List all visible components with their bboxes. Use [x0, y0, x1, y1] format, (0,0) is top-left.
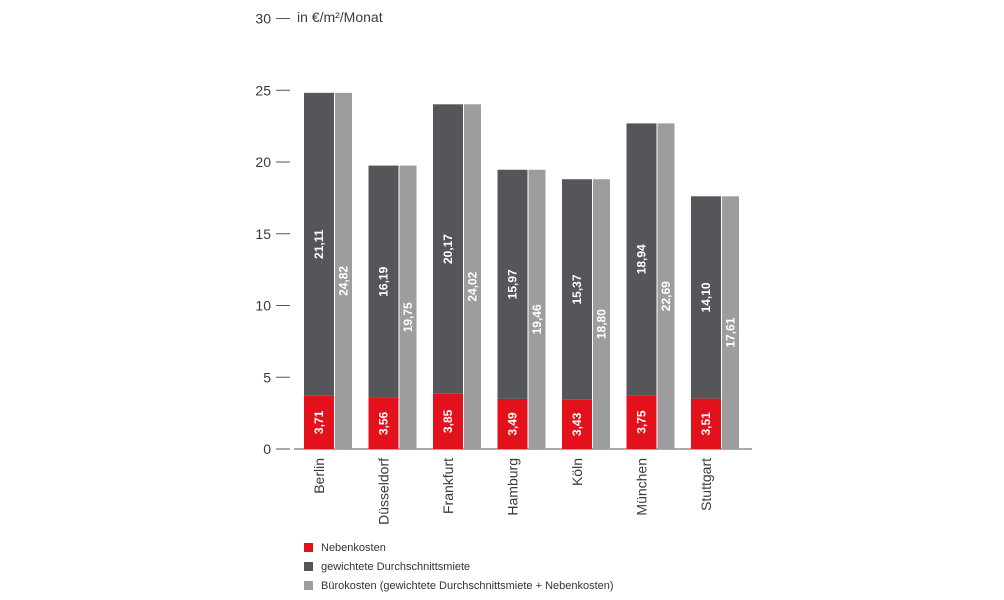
- x-category-label: München: [634, 458, 650, 516]
- bar-durchschnittsmiete: [562, 179, 592, 400]
- bar-nebenkosten: [691, 398, 721, 449]
- legend-swatch-nebenkosten: [304, 543, 313, 552]
- data-label-durchschnittsmiete: 20,17: [441, 234, 455, 264]
- bar-nebenkosten: [304, 395, 334, 449]
- data-label-nebenkosten: 3,71: [312, 410, 326, 434]
- data-label-durchschnittsmiete: 21,11: [312, 229, 326, 259]
- data-label-buerokosten: 24,02: [466, 271, 480, 301]
- bar-buerokosten: [722, 196, 739, 449]
- data-label-nebenkosten: 3,51: [699, 412, 713, 436]
- data-label-buerokosten: 18,80: [595, 309, 609, 339]
- y-tick-label: 0: [263, 441, 271, 457]
- data-label-buerokosten: 17,61: [724, 317, 738, 347]
- data-label-nebenkosten: 3,75: [635, 410, 649, 434]
- bar-buerokosten: [464, 104, 481, 450]
- x-category-label: Frankfurt: [440, 458, 456, 514]
- bar-buerokosten: [657, 123, 675, 449]
- y-tick-label: 20: [255, 154, 271, 170]
- bar-durchschnittsmiete: [626, 123, 657, 396]
- bar-durchschnittsmiete: [691, 196, 721, 399]
- y-tick-label: 15: [255, 226, 271, 242]
- y-axis-unit-label: in €/m²/Monat: [297, 9, 383, 25]
- y-tick-label: 5: [263, 369, 271, 385]
- legend-label-nebenkosten: Nebenkosten: [321, 541, 386, 554]
- y-tick-label: 30: [255, 11, 271, 27]
- bar-buerokosten: [528, 169, 546, 449]
- bar-nebenkosten: [497, 398, 528, 449]
- x-category-label: Stuttgart: [698, 458, 714, 511]
- bar-buerokosten: [399, 165, 417, 449]
- bar-nebenkosten: [626, 395, 657, 449]
- data-label-nebenkosten: 3,56: [377, 411, 391, 435]
- data-label-buerokosten: 22,69: [659, 281, 673, 311]
- data-label-nebenkosten: 3,43: [570, 412, 584, 436]
- bar-nebenkosten: [368, 397, 399, 449]
- bar-nebenkosten: [562, 399, 592, 449]
- x-category-label: Berlin: [311, 458, 327, 494]
- x-category-label: Köln: [569, 458, 585, 486]
- data-label-nebenkosten: 3,85: [441, 409, 455, 433]
- bar-buerokosten: [593, 179, 610, 449]
- data-label-nebenkosten: 3,49: [506, 412, 520, 436]
- bar-durchschnittsmiete: [368, 165, 399, 398]
- data-label-buerokosten: 24,82: [337, 266, 351, 296]
- legend-item-durchschnittsmiete: gewichtete Durchschnittsmiete: [304, 557, 614, 576]
- bar-durchschnittsmiete: [497, 169, 528, 399]
- bar-durchschnittsmiete: [433, 104, 463, 394]
- data-label-durchschnittsmiete: 14,10: [699, 282, 713, 312]
- x-category-label: Düsseldorf: [376, 458, 392, 525]
- data-label-durchschnittsmiete: 18,94: [635, 244, 649, 274]
- legend-label-buerokosten: Bürokosten (gewichtete Durchschnittsmiet…: [321, 579, 614, 592]
- legend-swatch-buerokosten: [304, 581, 313, 590]
- legend: Nebenkosten gewichtete Durchschnittsmiet…: [304, 538, 614, 595]
- data-label-durchschnittsmiete: 15,97: [506, 269, 520, 299]
- bar-buerokosten: [335, 92, 352, 449]
- y-tick-label: 10: [255, 298, 271, 314]
- legend-item-buerokosten: Bürokosten (gewichtete Durchschnittsmiet…: [304, 576, 614, 595]
- x-category-label: Hamburg: [505, 458, 521, 516]
- legend-swatch-durchschnittsmiete: [304, 562, 313, 571]
- data-label-buerokosten: 19,46: [530, 304, 544, 334]
- y-tick-label: 25: [255, 82, 271, 98]
- bar-nebenkosten: [433, 393, 463, 449]
- data-label-buerokosten: 19,75: [401, 302, 415, 332]
- bar-durchschnittsmiete: [304, 92, 334, 396]
- legend-item-nebenkosten: Nebenkosten: [304, 538, 614, 557]
- data-label-durchschnittsmiete: 16,19: [377, 266, 391, 296]
- legend-label-durchschnittsmiete: gewichtete Durchschnittsmiete: [321, 560, 471, 573]
- data-label-durchschnittsmiete: 15,37: [570, 274, 584, 304]
